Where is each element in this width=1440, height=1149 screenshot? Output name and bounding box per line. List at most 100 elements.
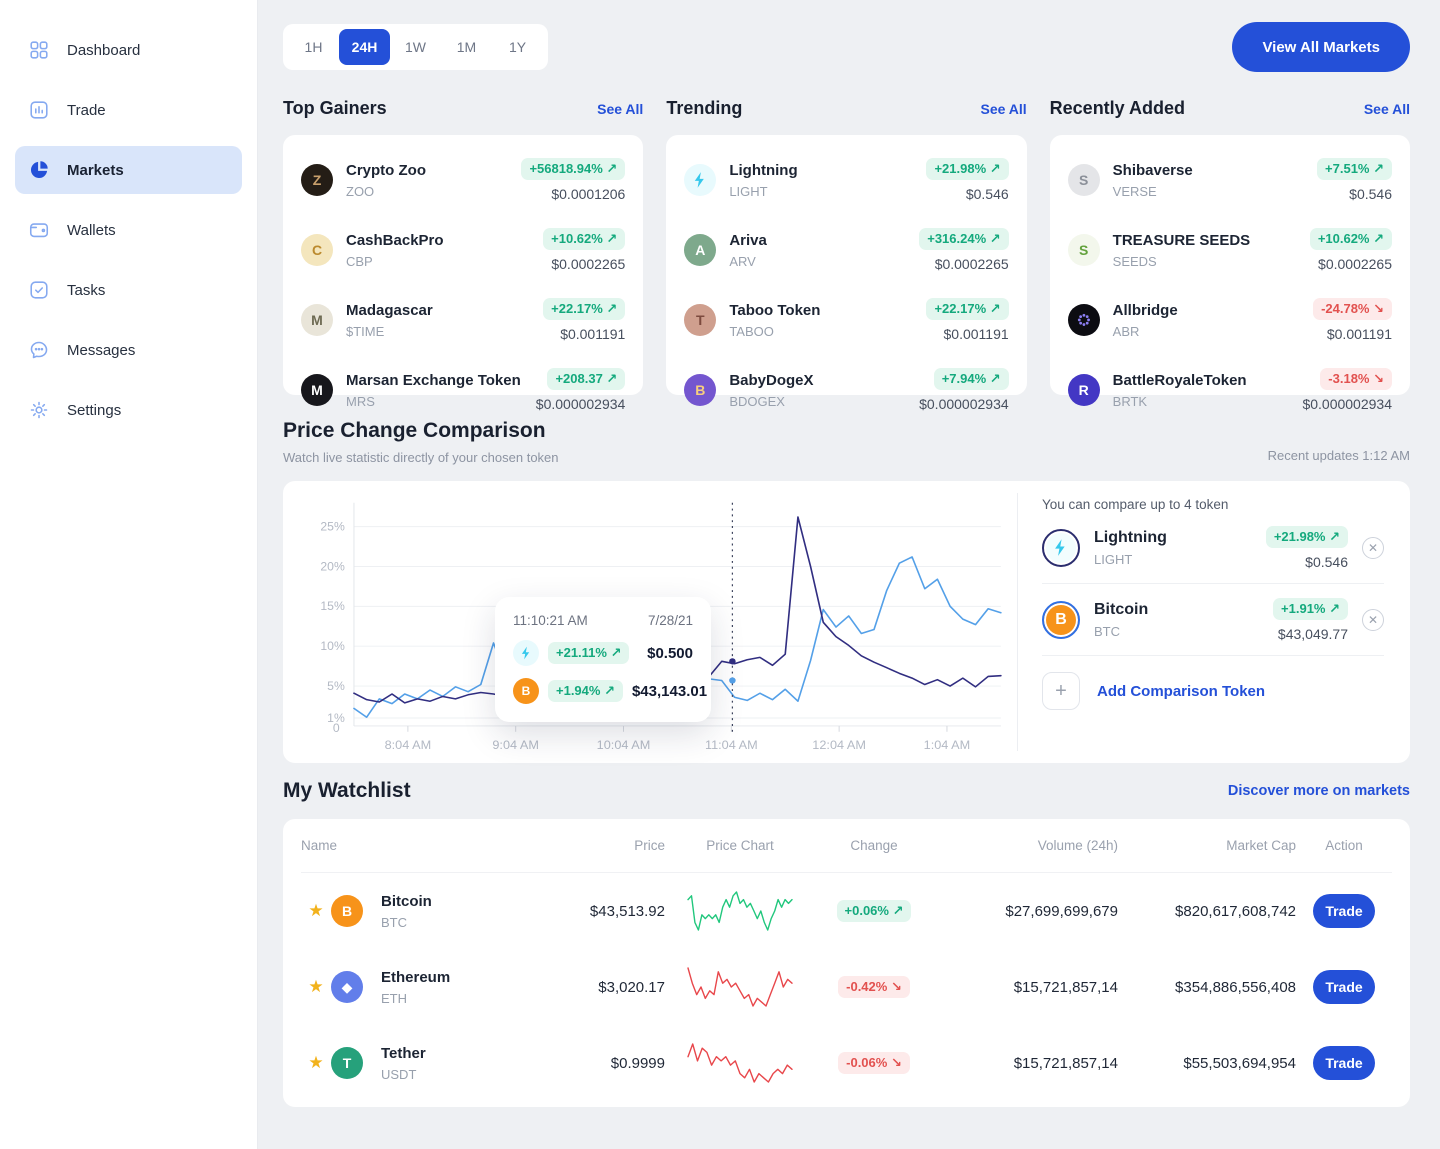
section-title: My Watchlist — [283, 779, 411, 802]
token-price: $0.0002265 — [1318, 256, 1392, 272]
change-badge: +21.11% ↗ — [548, 642, 630, 664]
token-symbol: LIGHT — [729, 183, 768, 199]
tooltip-token-row: B +1.94% ↗ $43,143.01 — [513, 678, 707, 704]
token-price: $0.000002934 — [535, 396, 626, 412]
column-header: Name — [301, 838, 338, 853]
section-recently-added: Recently Added See All S Shibaverse VERS… — [1049, 98, 1410, 412]
token-row[interactable]: Z Crypto Zoo ZOO +56818.94% ↗ $0.0001206 — [301, 145, 626, 215]
sidebar-item-trade[interactable]: Trade — [15, 86, 242, 134]
favorite-star-icon[interactable]: ★ — [301, 977, 331, 997]
time-tab-24h[interactable]: 24H — [339, 29, 390, 65]
watchlist-row: ★ B Bitcoin BTC $43,513.92 +0.06% ↗ $27,… — [301, 873, 1392, 949]
eth-coin-icon: ◆ — [331, 971, 363, 1003]
token-market-cap: $55,503,694,954 — [1183, 1054, 1296, 1072]
token-symbol: USDT — [381, 1066, 417, 1082]
token-symbol: TABOO — [729, 323, 774, 339]
token-price: $0.546 — [1349, 186, 1392, 202]
token-price: $43,513.92 — [589, 902, 665, 920]
token-row[interactable]: T Taboo Token TABOO +22.17% ↗ $0.001191 — [684, 285, 1009, 355]
market-overview: Top Gainers See All Z Crypto Zoo ZOO +56… — [283, 98, 1410, 412]
section-title: Recently Added — [1049, 98, 1186, 118]
token-row[interactable]: S Shibaverse VERSE +7.51% ↗ $0.546 — [1067, 145, 1392, 215]
plus-icon[interactable]: + — [1042, 672, 1080, 710]
btc-coin-icon: B — [1042, 601, 1080, 639]
last-updated-label: Recent updates 1:12 AM — [1267, 448, 1410, 463]
sidebar-item-tasks[interactable]: Tasks — [15, 266, 242, 314]
light-coin-icon — [513, 640, 539, 666]
change-badge: +208.37 ↗ — [547, 368, 626, 390]
time-tab-1w[interactable]: 1W — [390, 29, 441, 65]
remove-token-button[interactable]: ✕ — [1362, 609, 1384, 631]
market-card: Z Crypto Zoo ZOO +56818.94% ↗ $0.0001206… — [283, 135, 644, 412]
change-badge: -0.06% ↘ — [838, 1052, 910, 1074]
token-name: Bitcoin — [1094, 601, 1149, 618]
sidebar-item-label: Messages — [67, 341, 136, 359]
change-badge: +7.94% ↗ — [933, 368, 1009, 390]
price-sparkline-chart — [687, 891, 793, 931]
svg-text:5%: 5% — [327, 679, 345, 693]
favorite-star-icon[interactable]: ★ — [301, 901, 331, 921]
time-tab-1m[interactable]: 1M — [441, 29, 492, 65]
token-row[interactable]: Lightning LIGHT +21.98% ↗ $0.546 — [684, 145, 1009, 215]
remove-token-button[interactable]: ✕ — [1362, 537, 1384, 559]
trade-button[interactable]: Trade — [1313, 970, 1375, 1004]
add-comparison-token[interactable]: + Add Comparison Token — [1042, 656, 1384, 726]
sidebar-item-settings[interactable]: Settings — [15, 386, 242, 434]
column-header: Price Chart — [706, 838, 774, 853]
usdt-coin-icon: T — [331, 1047, 363, 1079]
token-symbol: ETH — [381, 990, 407, 1006]
see-all-link[interactable]: See All — [980, 100, 1027, 117]
sidebar-item-markets[interactable]: Markets — [15, 146, 242, 194]
token-name: Allbridge — [1112, 301, 1178, 319]
token-row[interactable]: S TREASURE SEEDS SEEDS +10.62% ↗ $0.0002… — [1067, 215, 1392, 285]
token-symbol: ARV — [729, 253, 756, 269]
token-row[interactable]: Allbridge ABR -24.78% ↘ $0.001191 — [1067, 285, 1392, 355]
svg-text:12:04 AM: 12:04 AM — [812, 738, 866, 752]
token-row[interactable]: B BabyDogeX BDOGEX +7.94% ↗ $0.000002934 — [684, 355, 1009, 425]
token-symbol: BTC — [381, 914, 407, 930]
time-tab-1h[interactable]: 1H — [288, 29, 339, 65]
cbp-coin-icon: C — [301, 234, 333, 266]
token-name: Ethereum — [381, 968, 451, 986]
change-badge: +0.06% ↗ — [836, 900, 912, 922]
view-all-markets-button[interactable]: View All Markets — [1232, 22, 1410, 72]
see-all-link[interactable]: See All — [1363, 100, 1410, 117]
token-price: $0.000002934 — [1302, 396, 1392, 412]
token-row[interactable]: C CashBackPro CBP +10.62% ↗ $0.0002265 — [301, 215, 626, 285]
token-row[interactable]: R BattleRoyaleToken BRTK -3.18% ↘ $0.000… — [1067, 355, 1392, 425]
time-coin-icon: M — [301, 304, 333, 336]
trade-button[interactable]: Trade — [1313, 1046, 1375, 1080]
trade-button[interactable]: Trade — [1313, 894, 1375, 928]
section-top-gainers: Top Gainers See All Z Crypto Zoo ZOO +56… — [283, 98, 644, 412]
token-symbol: MRS — [346, 393, 375, 409]
token-row[interactable]: A Ariva ARV +316.24% ↗ $0.0002265 — [684, 215, 1009, 285]
change-badge: +22.17% ↗ — [926, 298, 1009, 320]
change-badge: +22.17% ↗ — [543, 298, 626, 320]
watchlist-row: ★ ◆ Ethereum ETH $3,020.17 -0.42% ↘ $15,… — [301, 949, 1392, 1025]
abr-coin-icon — [1067, 304, 1100, 336]
see-all-link[interactable]: See All — [597, 100, 644, 117]
favorite-star-icon[interactable]: ★ — [301, 1053, 331, 1073]
discover-markets-link[interactable]: Discover more on markets — [1227, 783, 1410, 799]
token-row[interactable]: M Madagascar $TIME +22.17% ↗ $0.001191 — [301, 285, 626, 355]
token-name: Tether — [381, 1044, 426, 1062]
svg-text:0: 0 — [333, 721, 340, 735]
change-badge: +10.62% ↗ — [543, 228, 626, 250]
token-row[interactable]: M Marsan Exchange Token MRS +208.37 ↗ $0… — [301, 355, 626, 425]
sidebar-item-messages[interactable]: Messages — [15, 326, 242, 374]
token-symbol: VERSE — [1112, 183, 1157, 199]
change-badge: +1.94% ↗ — [548, 680, 623, 702]
token-market-cap: $820,617,608,742 — [1175, 902, 1296, 920]
token-name: Ariva — [729, 231, 767, 249]
change-badge: +316.24% ↗ — [919, 228, 1009, 250]
token-market-cap: $354,886,556,408 — [1175, 978, 1296, 996]
token-name: CashBackPro — [346, 231, 444, 249]
svg-text:1:04 AM: 1:04 AM — [924, 738, 971, 752]
token-name: TREASURE SEEDS — [1112, 231, 1251, 249]
token-name: Lightning — [729, 161, 798, 179]
time-tab-1y[interactable]: 1Y — [492, 29, 543, 65]
sidebar-item-wallets[interactable]: Wallets — [15, 206, 242, 254]
tooltip-value: $43,143.01 — [631, 682, 708, 700]
comparison-card: 25% 20% 15% 10% 5% 1% 0 8:04 AM 9:04 AM 10:04 AM 1… — [283, 481, 1410, 763]
sidebar-item-dashboard[interactable]: Dashboard — [15, 26, 242, 74]
